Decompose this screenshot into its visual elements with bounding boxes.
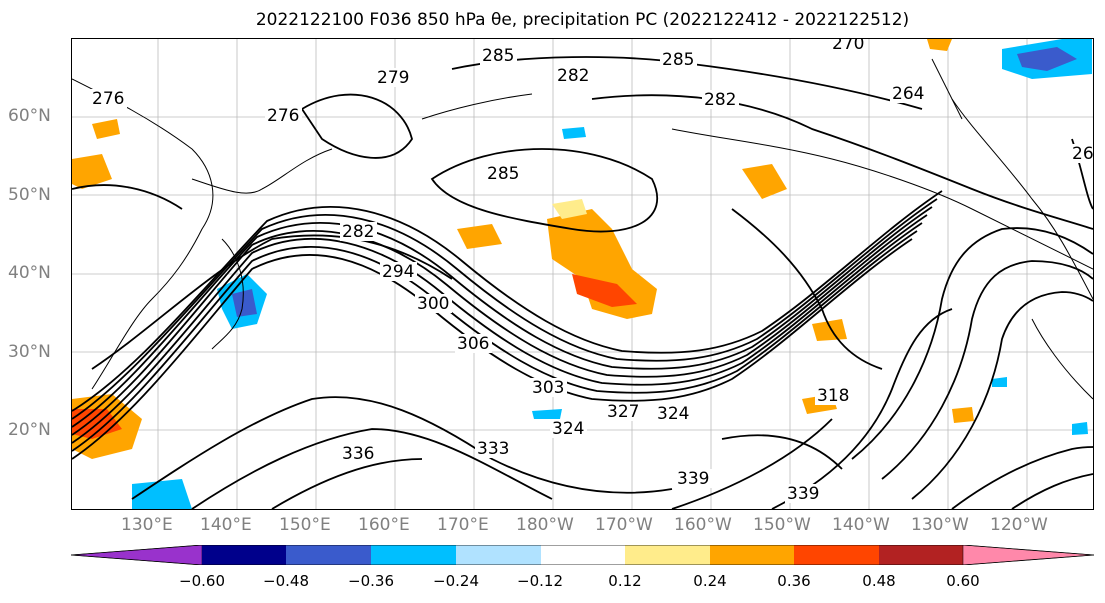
colorbar [70, 544, 1095, 566]
contour-label: 294 [382, 262, 414, 282]
colorbar-tick-label: 0.36 [777, 572, 811, 590]
contour-label: 318 [817, 386, 849, 406]
contour-label: 333 [477, 439, 509, 459]
lon-label: 140°E [200, 515, 252, 535]
lon-label: 130°W [911, 515, 969, 535]
contour-label: 303 [532, 378, 564, 398]
colorbar-segment [70, 544, 203, 566]
lon-label: 170°W [595, 515, 653, 535]
lat-label: 50°N [8, 185, 51, 205]
colorbar-tick-label: 0.60 [946, 572, 980, 590]
contour-label: 282 [557, 66, 589, 86]
colorbar-segment [541, 545, 625, 565]
contour-label: 282 [704, 90, 736, 110]
contour-label: 285 [662, 50, 694, 70]
colorbar-tick-label: −0.12 [517, 572, 563, 590]
colorbar-tick-label: 0.48 [862, 572, 896, 590]
lon-label: 180°W [516, 515, 574, 535]
colorbar-segment [794, 545, 879, 565]
contour-label: 336 [342, 444, 374, 464]
contour-label: 306 [457, 334, 489, 354]
lon-label: 160°E [358, 515, 410, 535]
lon-label: 160°W [674, 515, 732, 535]
contour-label: 339 [787, 484, 819, 504]
lat-label: 60°N [8, 106, 51, 126]
colorbar-tick-label: −0.24 [433, 572, 479, 590]
contour-label: 276 [267, 106, 299, 126]
lat-label: 30°N [8, 342, 51, 362]
lon-label: 130°E [121, 515, 173, 535]
colorbar-segment [879, 545, 963, 565]
contour-label: 276 [92, 89, 124, 109]
colorbar-segment [962, 544, 1095, 566]
colorbar-segment [286, 545, 371, 565]
colorbar-tick-label: 0.24 [693, 572, 727, 590]
lon-label: 170°E [437, 515, 489, 535]
colorbar-segment [710, 545, 794, 565]
contour-label: 324 [657, 404, 689, 424]
map-title: 2022122100 F036 850 hPa θe, precipitatio… [255, 10, 910, 30]
contour-label: 285 [487, 164, 519, 184]
negative-anomaly-shading [132, 39, 1092, 509]
contour-label: 282 [342, 222, 374, 242]
colorbar-tick-label: −0.48 [263, 572, 309, 590]
colorbar-segment [625, 545, 710, 565]
coastlines [71, 58, 1094, 400]
lat-label: 40°N [8, 263, 51, 283]
lon-label: 140°W [832, 515, 890, 535]
contour-label: 300 [417, 294, 449, 314]
colorbar-segment [371, 545, 456, 565]
colorbar-segment [202, 545, 286, 565]
colorbar-segment [456, 545, 541, 565]
contour-label: 339 [677, 469, 709, 489]
colorbar-tick-label: 0.12 [608, 572, 642, 590]
contour-label: 264 [1072, 144, 1093, 164]
contour-label: 270 [832, 39, 864, 54]
contour-label: 264 [892, 84, 924, 104]
contour-label: 324 [552, 419, 584, 439]
contour-label: 285 [482, 46, 514, 66]
lon-label: 150°E [279, 515, 331, 535]
contour-label: 279 [377, 68, 409, 88]
lon-label: 120°W [990, 515, 1048, 535]
contour-label: 327 [607, 402, 639, 422]
colorbar-tick-label: −0.36 [348, 572, 394, 590]
colorbar-tick-label: −0.60 [179, 572, 225, 590]
lat-label: 20°N [8, 420, 51, 440]
lon-label: 150°W [753, 515, 811, 535]
